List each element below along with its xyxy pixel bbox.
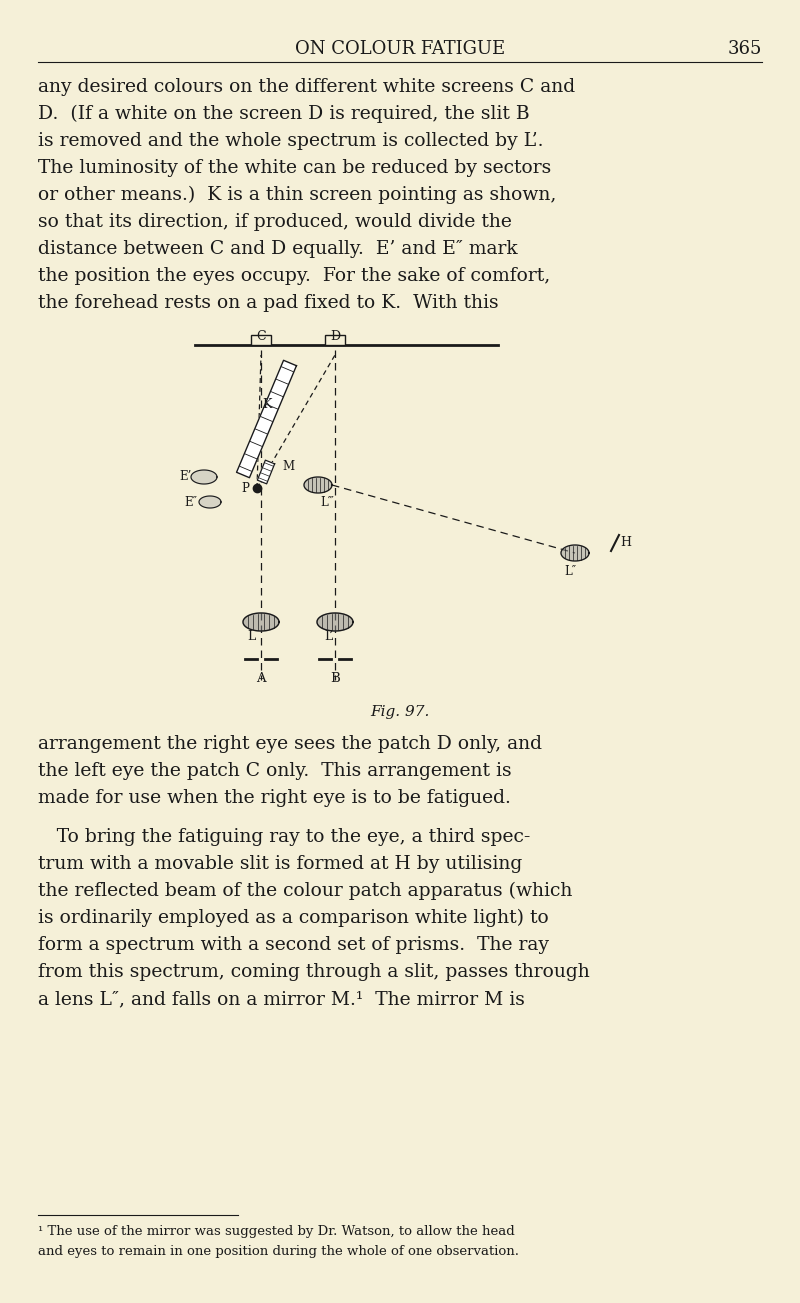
Text: ¹ The use of the mirror was suggested by Dr. Watson, to allow the head: ¹ The use of the mirror was suggested by… [38, 1225, 514, 1238]
Text: K: K [262, 399, 272, 412]
Text: form a spectrum with a second set of prisms.  The ray: form a spectrum with a second set of pri… [38, 936, 549, 954]
Text: A: A [256, 672, 266, 685]
Polygon shape [317, 612, 353, 631]
Text: P: P [241, 482, 249, 495]
Text: distance between C and D equally.  E’ and E″ mark: distance between C and D equally. E’ and… [38, 240, 518, 258]
Text: B: B [330, 672, 340, 685]
Text: H: H [620, 537, 631, 550]
Text: the reflected beam of the colour patch apparatus (which: the reflected beam of the colour patch a… [38, 882, 572, 900]
Text: D: D [330, 330, 340, 343]
Text: 365: 365 [728, 40, 762, 59]
Polygon shape [237, 361, 297, 478]
Text: made for use when the right eye is to be fatigued.: made for use when the right eye is to be… [38, 790, 511, 807]
Text: To bring the fatiguing ray to the eye, a third spec-: To bring the fatiguing ray to the eye, a… [38, 827, 530, 846]
Text: and eyes to remain in one position during the whole of one observation.: and eyes to remain in one position durin… [38, 1244, 519, 1257]
Bar [325, 335, 345, 345]
Polygon shape [561, 545, 589, 562]
Text: Fig. 97.: Fig. 97. [370, 705, 430, 719]
Polygon shape [258, 460, 274, 483]
Text: L: L [248, 629, 256, 642]
Text: E″: E″ [184, 495, 197, 508]
Polygon shape [304, 477, 332, 493]
Polygon shape [243, 612, 279, 631]
Text: is removed and the whole spectrum is collected by L’.: is removed and the whole spectrum is col… [38, 132, 543, 150]
Text: M: M [282, 460, 294, 473]
Text: so that its direction, if produced, would divide the: so that its direction, if produced, woul… [38, 212, 512, 231]
Text: the forehead rests on a pad fixed to K.  With this: the forehead rests on a pad fixed to K. … [38, 294, 498, 311]
Text: L’: L’ [324, 629, 333, 642]
Polygon shape [191, 470, 217, 483]
Text: from this spectrum, coming through a slit, passes through: from this spectrum, coming through a sli… [38, 963, 590, 981]
Text: L‴: L‴ [320, 496, 334, 509]
Text: C: C [256, 330, 266, 343]
Text: arrangement the right eye sees the patch D only, and: arrangement the right eye sees the patch… [38, 735, 542, 753]
Text: a lens L″, and falls on a mirror M.¹  The mirror M is: a lens L″, and falls on a mirror M.¹ The… [38, 990, 525, 1009]
Text: or other means.)  K is a thin screen pointing as shown,: or other means.) K is a thin screen poin… [38, 186, 556, 205]
Text: D.  (If a white on the screen D is required, the slit B: D. (If a white on the screen D is requir… [38, 106, 530, 124]
Text: E’: E’ [180, 470, 192, 483]
Text: L″: L″ [564, 566, 576, 579]
Text: the position the eyes occupy.  For the sake of comfort,: the position the eyes occupy. For the sa… [38, 267, 550, 285]
Bar [251, 335, 271, 345]
Text: any desired colours on the different white screens C and: any desired colours on the different whi… [38, 78, 575, 96]
Text: trum with a movable slit is formed at H by utilising: trum with a movable slit is formed at H … [38, 855, 522, 873]
Text: is ordinarily employed as a comparison white light) to: is ordinarily employed as a comparison w… [38, 909, 549, 928]
Text: the left eye the patch C only.  This arrangement is: the left eye the patch C only. This arra… [38, 762, 512, 780]
Text: ON COLOUR FATIGUE: ON COLOUR FATIGUE [295, 40, 505, 59]
Polygon shape [199, 496, 221, 508]
Text: The luminosity of the white can be reduced by sectors: The luminosity of the white can be reduc… [38, 159, 551, 177]
